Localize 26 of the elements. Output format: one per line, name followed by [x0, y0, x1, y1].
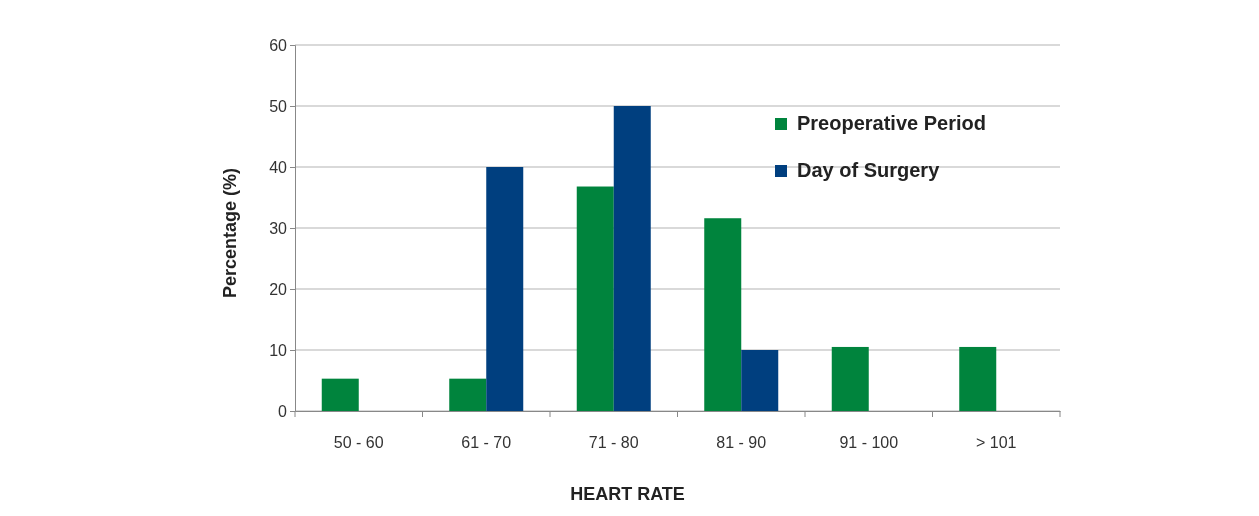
bar: [576, 186, 614, 411]
y-tick-label: 60: [269, 36, 288, 54]
x-tick-label: 61 - 70: [461, 434, 512, 452]
x-tick-label: 71 - 80: [588, 434, 639, 452]
x-axis-title: HEART RATE: [570, 484, 685, 504]
bar: [613, 106, 651, 411]
x-tick-label: > 101: [976, 434, 1017, 452]
y-axis-title: Percentage (%): [220, 167, 240, 299]
bar: [959, 346, 997, 411]
y-tick-label: 50: [269, 97, 288, 115]
bar: [449, 378, 487, 411]
bar: [486, 167, 524, 411]
y-tick-label: 0: [278, 402, 288, 420]
y-tick-label: 20: [269, 280, 288, 298]
bar: [741, 350, 779, 411]
x-tick-label: 91 - 100: [839, 434, 899, 452]
bar: [831, 346, 869, 411]
y-tick-label: 10: [269, 341, 288, 359]
x-tick-label: 50 - 60: [333, 434, 384, 452]
bar: [321, 378, 359, 411]
bar: [704, 218, 742, 411]
y-tick-label: 40: [269, 158, 288, 176]
x-tick-label: 81 - 90: [716, 434, 767, 452]
legend-label: Day of Surgery: [797, 159, 941, 181]
legend-label: Preoperative Period: [797, 112, 986, 134]
y-tick-label: 30: [269, 219, 288, 237]
